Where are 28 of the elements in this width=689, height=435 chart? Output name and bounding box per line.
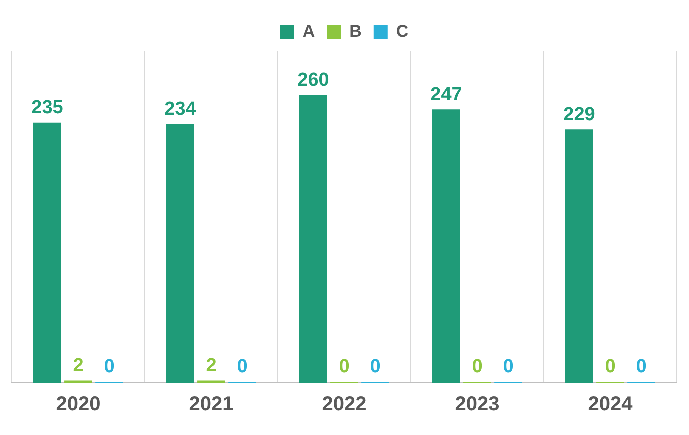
x-tick-label: 2023 bbox=[455, 394, 500, 416]
x-tick-label: 2024 bbox=[588, 394, 634, 416]
legend-label: C bbox=[396, 22, 409, 42]
data-label: 2 bbox=[73, 356, 84, 377]
x-tick-label: 2020 bbox=[56, 394, 101, 416]
data-label: 0 bbox=[503, 356, 514, 378]
bar bbox=[166, 124, 194, 383]
bar bbox=[34, 122, 62, 383]
legend-label: B bbox=[350, 22, 362, 42]
data-label: 2 bbox=[206, 356, 217, 377]
data-label: 0 bbox=[237, 356, 248, 378]
x-tick-label: 2022 bbox=[322, 394, 367, 416]
bar bbox=[432, 110, 460, 383]
data-label: 0 bbox=[605, 356, 616, 378]
data-label: 0 bbox=[370, 356, 381, 378]
data-label: 0 bbox=[636, 356, 647, 378]
data-label: 260 bbox=[298, 70, 330, 91]
data-label: 235 bbox=[32, 98, 64, 119]
data-label: 0 bbox=[339, 356, 350, 378]
bar bbox=[566, 130, 594, 383]
data-label: 0 bbox=[472, 356, 483, 378]
data-label: 229 bbox=[564, 104, 596, 126]
data-label: 234 bbox=[164, 98, 197, 120]
data-label: 0 bbox=[104, 356, 115, 378]
x-tick-label: 2021 bbox=[189, 394, 234, 416]
legend-label: A bbox=[302, 22, 316, 42]
data-label: 247 bbox=[430, 84, 462, 106]
bar bbox=[300, 95, 328, 383]
